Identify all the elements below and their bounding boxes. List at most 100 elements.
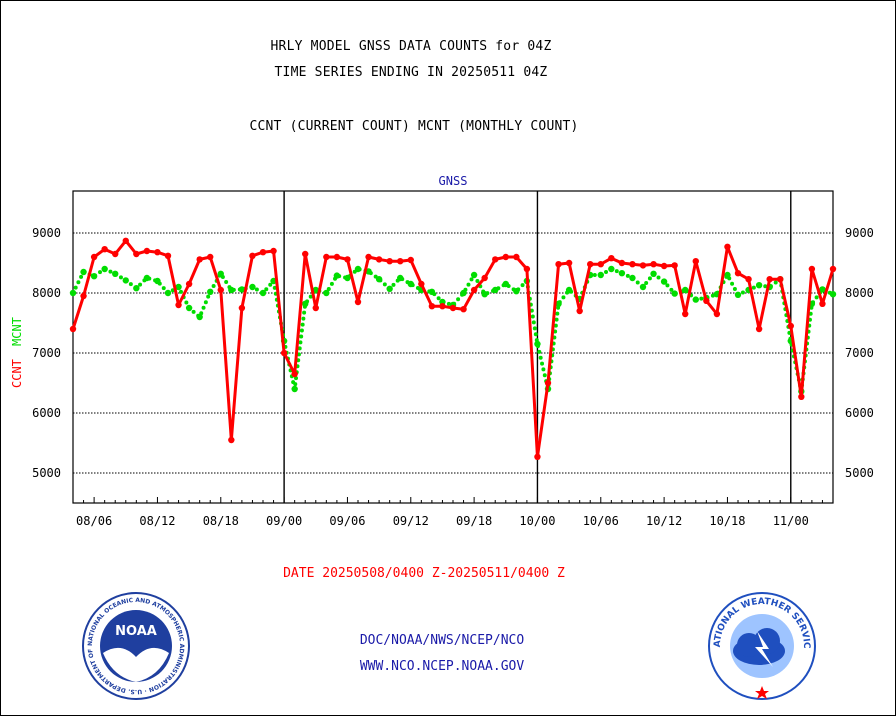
x-tick-label-11-00: 11/00: [773, 514, 809, 528]
data-point-ccnt: [629, 261, 636, 268]
x-tick-label-09-06: 09/06: [329, 514, 365, 528]
data-point-mcnt: [185, 304, 193, 312]
panel-label: GNSS: [439, 174, 468, 188]
data-point-ccnt: [534, 453, 541, 460]
data-point-mcnt: [207, 288, 214, 295]
series-line-ccnt: [71, 239, 835, 459]
x-tick-label-08-06: 08/06: [76, 514, 112, 528]
data-point-ccnt: [270, 247, 277, 255]
y-tick-left-5000: 5000: [32, 466, 61, 480]
data-point-ccnt: [207, 253, 214, 261]
data-point-ccnt: [407, 256, 414, 264]
data-point-ccnt: [133, 250, 140, 258]
data-point-mcnt: [513, 288, 520, 295]
data-point-mcnt: [302, 300, 309, 307]
data-point-ccnt: [69, 325, 77, 333]
data-point-mcnt: [154, 277, 161, 285]
data-point-ccnt: [259, 249, 267, 256]
chart-title-line1: HRLY MODEL GNSS DATA COUNTS for 04Z: [270, 39, 552, 54]
data-point-ccnt: [365, 253, 372, 261]
data-point-ccnt: [154, 249, 161, 256]
data-point-mcnt: [249, 283, 256, 291]
data-point-mcnt: [101, 265, 108, 273]
data-point-ccnt: [587, 261, 594, 268]
y-tick-right-6000: 6000: [845, 406, 874, 420]
data-point-ccnt: [302, 250, 309, 258]
data-point-mcnt: [481, 291, 488, 298]
data-point-mcnt: [734, 291, 742, 298]
data-point-mcnt: [755, 282, 763, 289]
data-point-mcnt: [69, 289, 77, 297]
credit-line-1: DOC/NOAA/NWS/NCEP/NCO: [359, 633, 525, 648]
data-point-mcnt: [819, 286, 826, 293]
data-point-mcnt: [143, 274, 151, 282]
data-point-ccnt: [597, 261, 604, 268]
data-point-mcnt: [460, 289, 467, 297]
data-point-mcnt: [492, 286, 499, 294]
data-point-ccnt: [565, 259, 573, 267]
data-point-ccnt: [101, 246, 108, 253]
x-tick-label-08-12: 08/12: [139, 514, 175, 528]
data-point-ccnt: [745, 276, 752, 283]
nws-logo-icon: NATIONAL WEATHER SERVICE: [707, 591, 816, 700]
data-point-ccnt: [80, 292, 87, 300]
data-point-ccnt: [650, 261, 657, 268]
data-point-ccnt: [492, 256, 499, 263]
data-point-ccnt: [449, 304, 457, 312]
data-point-mcnt: [407, 280, 414, 288]
x-tick-label-10-12: 10/12: [646, 514, 682, 528]
data-point-ccnt: [576, 307, 583, 315]
data-point-ccnt: [333, 253, 341, 261]
data-point-ccnt: [375, 256, 383, 263]
data-point-mcnt: [217, 270, 224, 277]
data-point-ccnt: [470, 286, 478, 294]
data-point-ccnt: [766, 276, 773, 283]
data-point-ccnt: [544, 379, 552, 387]
data-point-mcnt: [502, 280, 509, 288]
data-point-ccnt: [481, 274, 488, 282]
data-point-mcnt: [291, 385, 298, 393]
data-point-ccnt: [787, 322, 794, 330]
data-point-mcnt: [829, 291, 837, 298]
data-point-ccnt: [185, 280, 193, 288]
data-point-mcnt: [671, 290, 678, 297]
data-point-mcnt: [692, 296, 699, 303]
data-point-ccnt: [502, 253, 509, 261]
x-tick-label-10-00: 10/00: [519, 514, 555, 528]
data-point-ccnt: [829, 265, 837, 273]
data-point-ccnt: [112, 250, 119, 258]
data-point-ccnt: [122, 237, 129, 244]
data-point-mcnt: [333, 272, 341, 279]
data-point-mcnt: [555, 300, 562, 307]
credit-line-2: WWW.NCO.NCEP.NOAA.GOV: [359, 659, 525, 674]
data-point-ccnt: [523, 265, 531, 273]
data-point-ccnt: [713, 310, 721, 318]
svg-text:NOAA: NOAA: [115, 624, 157, 639]
data-point-mcnt: [354, 265, 362, 273]
data-point-ccnt: [323, 253, 330, 261]
data-point-mcnt: [608, 265, 615, 273]
x-tick-label-10-18: 10/18: [709, 514, 745, 528]
data-point-ccnt: [555, 261, 562, 268]
data-point-mcnt: [228, 286, 235, 294]
data-point-mcnt: [386, 285, 393, 292]
data-point-mcnt: [312, 286, 319, 294]
data-point-mcnt: [90, 273, 98, 280]
data-point-ccnt: [734, 270, 742, 277]
y-axis-label-ccnt: CCNT: [10, 359, 24, 388]
data-point-mcnt: [133, 285, 140, 292]
data-point-ccnt: [418, 280, 425, 288]
x-tick-label-08-18: 08/18: [203, 514, 239, 528]
data-point-ccnt: [175, 301, 182, 309]
x-tick-label-09-18: 09/18: [456, 514, 492, 528]
data-point-ccnt: [777, 276, 784, 283]
data-point-ccnt: [682, 310, 689, 318]
data-point-mcnt: [323, 289, 330, 297]
data-point-ccnt: [798, 393, 805, 400]
y-tick-left-9000: 9000: [32, 226, 61, 240]
data-point-ccnt: [639, 262, 647, 269]
data-point-ccnt: [249, 252, 256, 259]
x-tick-labels: 08/06 08/12 08/18 09/00 09/06 09/12 09/18 10/00…: [72, 497, 834, 528]
series-layer: [69, 237, 837, 460]
